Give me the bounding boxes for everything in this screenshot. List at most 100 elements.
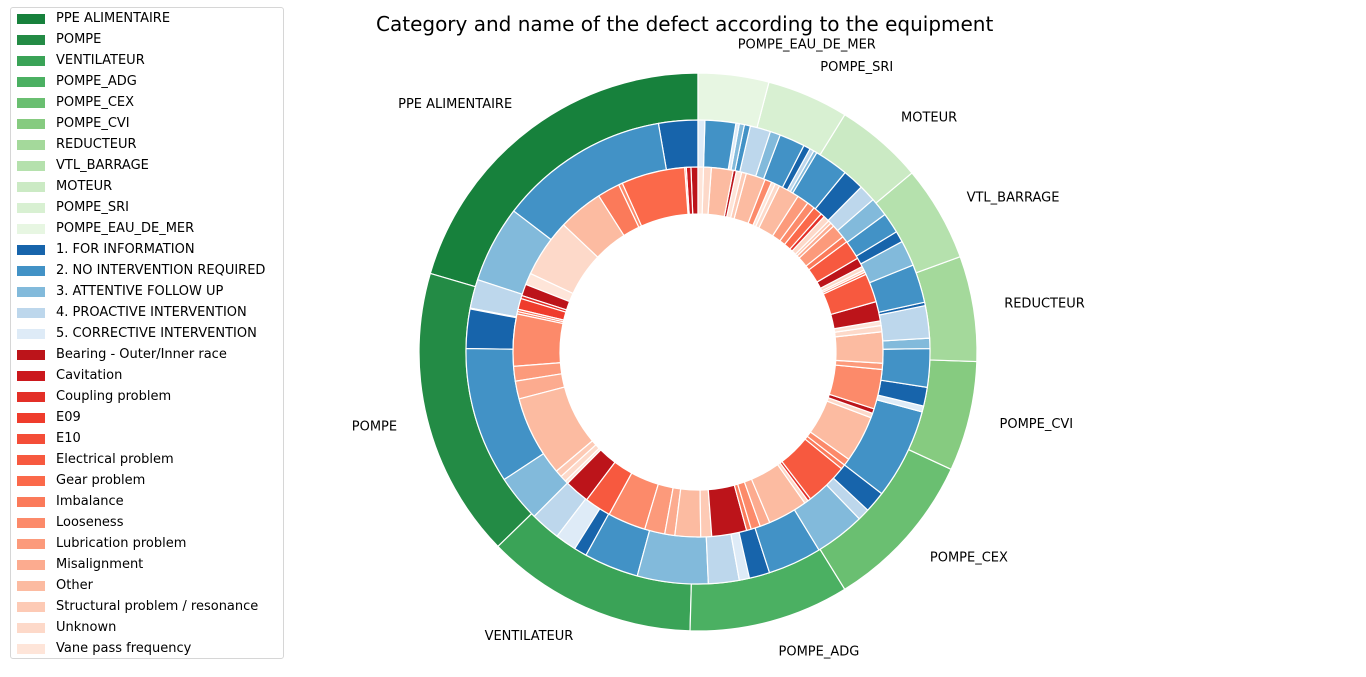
defect-wedge-electrical-problem [781,438,843,500]
legend-swatch [17,602,45,612]
defect-wedge-misalignment [743,478,771,527]
legend-label: Gear problem [56,473,146,488]
legend-item-reducteur: REDUCTEUR [17,138,137,152]
defect-wedge-other [809,400,872,460]
legend-label: Looseness [56,515,124,530]
equipment-label-pompe: POMPE [352,420,397,435]
defect-wedge-bearing-outer-inner-race [521,283,571,311]
equipment-label-pompe-sri: POMPE_SRI [820,60,893,75]
legend-swatch [17,371,45,381]
defect-wedge-looseness [512,313,564,367]
legend-label: Electrical problem [56,452,174,467]
legend-swatch [17,182,45,192]
legend-label: Structural problem / resonance [56,599,259,614]
legend-item-bearing-outer-inner-race: Bearing - Outer/Inner race [17,348,227,362]
legend-label: VENTILATEUR [56,53,145,68]
equipment-label-reducteur: REDUCTEUR [1004,297,1085,312]
legend-swatch [17,455,45,465]
defect-wedge-looseness [828,364,883,410]
legend-swatch [17,476,45,486]
legend-item-5-corrective-intervention: 5. CORRECTIVE INTERVENTION [17,327,257,341]
legend-label: POMPE_CVI [56,116,130,131]
defect-wedge-electrical-problem [808,241,859,283]
legend-label: Vane pass frequency [56,641,192,656]
legend-item-coupling-problem: Coupling problem [17,390,171,404]
defect-wedge-other [707,166,734,218]
legend-label: MOTEUR [56,179,113,194]
legend-item-cavitation: Cavitation [17,369,122,383]
defect-wedge-electrical-problem [586,461,633,515]
legend-label: Lubrication problem [56,536,187,551]
defect-wedge-electrical-problem [822,273,877,316]
legend-label: E09 [56,410,81,425]
defect-wedge-e09 [517,297,567,321]
legend-swatch [17,245,45,255]
legend-item-e10: E10 [17,432,81,446]
legend-swatch [17,518,45,528]
legend-item-pompe-adg: POMPE_ADG [17,75,137,89]
legend-label: Other [56,578,93,593]
legend-swatch [17,224,45,234]
legend-item-4-proactive-intervention: 4. PROACTIVE INTERVENTION [17,306,247,320]
equipment-label-ppe-alimentaire: PPE ALIMENTAIRE [398,97,512,112]
legend-item-2-no-intervention-required: 2. NO INTERVENTION REQUIRED [17,264,265,278]
legend-swatch [17,581,45,591]
legend-swatch [17,560,45,570]
legend-label: POMPE_ADG [56,74,137,89]
legend-item-vtl-barrage: VTL_BARRAGE [17,159,149,173]
equipment-label-moteur: MOTEUR [901,111,957,126]
defect-wedge-vane-pass-frequency [525,272,574,303]
legend-swatch [17,644,45,654]
legend-item-looseness: Looseness [17,516,123,530]
equipment-wedge-pompe-eau-de-mer [697,72,770,129]
legend-label: Cavitation [56,368,123,383]
legend-item-e09: E09 [17,411,81,425]
defect-wedge-bearing-outer-inner-race [567,449,616,501]
defect-wedge-lubrication-problem [512,362,563,382]
legend-swatch [17,14,45,24]
defect-wedge-misalignment [664,487,682,537]
legend-item-gear-problem: Gear problem [17,474,145,488]
defect-wedge-vane-pass-frequency [697,166,705,215]
legend-label: Imbalance [56,494,124,509]
defect-wedge-unknown [529,224,599,295]
defect-wedge-other [518,386,594,472]
legend-swatch [17,623,45,633]
legend-swatch [17,56,45,66]
equipment-label-pompe-eau-de-mer: POMPE_EAU_DE_MER [738,38,876,53]
legend-label: PPE ALIMENTAIRE [56,11,171,26]
defect-wedge-other [750,464,806,524]
legend-label: POMPE [56,32,102,47]
legend-label: 4. PROACTIVE INTERVENTION [56,305,247,320]
chart-title: Category and name of the defect accordin… [376,12,994,36]
equipment-label-ventilateur: VENTILATEUR [485,629,574,644]
legend-label: Bearing - Outer/Inner race [56,347,227,362]
legend-item-vane-pass-frequency: Vane pass frequency [17,642,191,656]
legend-swatch [17,350,45,360]
defect-wedge-looseness [608,472,659,530]
legend-swatch [17,497,45,507]
legend-item-pompe-eau-de-mer: POMPE_EAU_DE_MER [17,222,194,236]
legend-label: POMPE_SRI [56,200,129,215]
legend-swatch [17,140,45,150]
defect-wedge-other [674,488,702,538]
legend-item-1-for-information: 1. FOR INFORMATION [17,243,195,257]
legend-swatch [17,35,45,45]
legend-swatch [17,308,45,318]
legend-item-unknown: Unknown [17,621,116,635]
legend-item-pompe: POMPE [17,33,101,47]
legend-item-lubrication-problem: Lubrication problem [17,537,186,551]
defect-wedge-lubrication-problem [644,483,674,535]
legend-item-structural-problem-resonance: Structural problem / resonance [17,600,258,614]
legend-swatch [17,329,45,339]
equipment-label-pompe-cvi: POMPE_CVI [1000,417,1074,432]
legend-item-ppe-alimentaire: PPE ALIMENTAIRE [17,12,170,26]
defect-wedge-lubrication-problem [771,195,809,242]
legend-swatch [17,161,45,171]
legend-label: 3. ATTENTIVE FOLLOW UP [56,284,224,299]
legend-item-pompe-cvi: POMPE_CVI [17,117,130,131]
legend-label: 2. NO INTERVENTION REQUIRED [56,263,266,278]
category-wedge-5-corrective-intervention [697,119,706,168]
category-wedge-2-no-intervention-required [880,347,931,388]
